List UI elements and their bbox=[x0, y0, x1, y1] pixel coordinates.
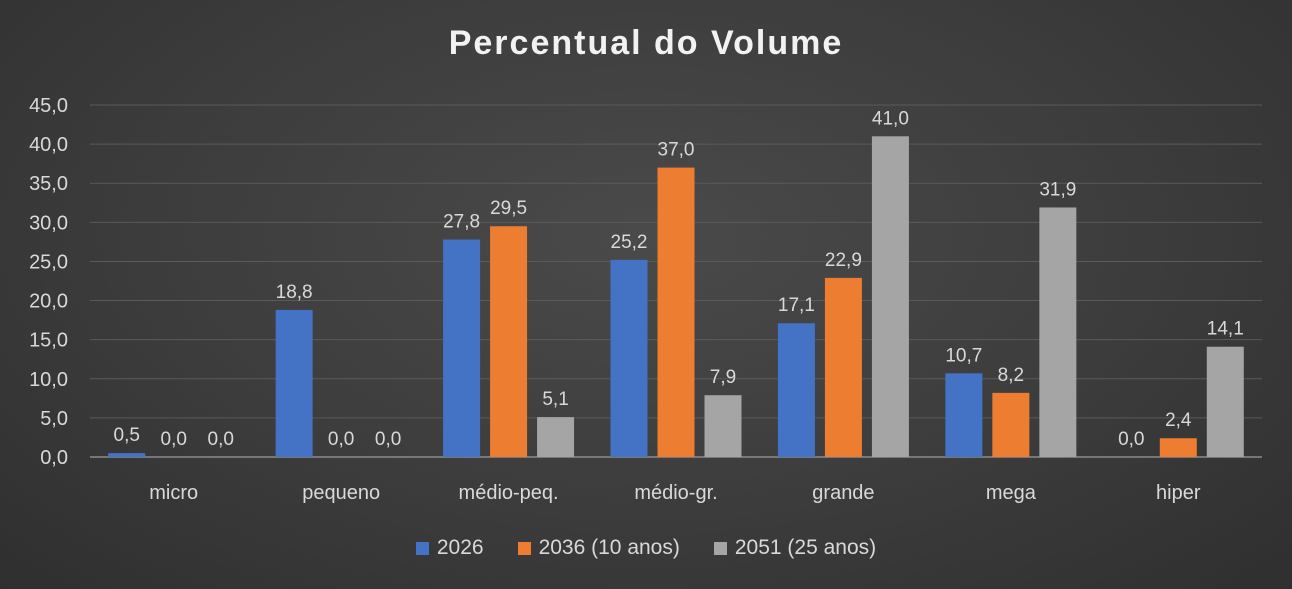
y-tick-label: 30,0 bbox=[29, 212, 68, 234]
data-label: 10,7 bbox=[945, 345, 982, 366]
y-tick-label: 45,0 bbox=[29, 95, 68, 117]
y-tick-label: 0,0 bbox=[40, 447, 68, 469]
data-label: 7,9 bbox=[710, 367, 736, 388]
y-tick-label: 10,0 bbox=[29, 369, 68, 391]
legend-item: 2051 (25 anos) bbox=[713, 536, 877, 560]
bar bbox=[1039, 207, 1077, 457]
data-label: 0,0 bbox=[208, 429, 234, 450]
data-label: 25,2 bbox=[611, 232, 648, 253]
data-label: 22,9 bbox=[825, 250, 862, 271]
legend-item: 2026 bbox=[415, 536, 484, 560]
data-label: 37,0 bbox=[658, 140, 695, 161]
data-label: 2,4 bbox=[1165, 410, 1192, 431]
legend-label: 2036 (10 anos) bbox=[538, 536, 680, 559]
bar bbox=[610, 259, 648, 457]
bar bbox=[657, 167, 695, 458]
legend-swatch bbox=[517, 541, 531, 555]
y-tick-label: 35,0 bbox=[29, 173, 68, 195]
x-tick-label: pequeno bbox=[302, 482, 380, 504]
bar bbox=[537, 417, 575, 457]
x-tick-label: mega bbox=[986, 482, 1037, 504]
bar bbox=[275, 309, 313, 457]
legend-swatch bbox=[415, 541, 429, 555]
data-label: 0,0 bbox=[328, 429, 354, 450]
y-tick-label: 15,0 bbox=[29, 330, 68, 352]
legend-swatch bbox=[713, 541, 727, 555]
bar bbox=[1206, 346, 1244, 457]
data-label: 14,1 bbox=[1207, 319, 1244, 340]
legend: 2026 2036 (10 anos) 2051 (25 anos) bbox=[0, 536, 1292, 560]
bar bbox=[1159, 438, 1197, 457]
legend-label: 2026 bbox=[436, 536, 484, 559]
legend-item: 2036 (10 anos) bbox=[517, 536, 680, 560]
data-label: 27,8 bbox=[443, 212, 480, 233]
bar bbox=[443, 239, 481, 457]
x-tick-label: hiper bbox=[1156, 482, 1201, 504]
data-label: 0,0 bbox=[1118, 429, 1144, 450]
bar bbox=[777, 323, 815, 457]
legend-label: 2051 (25 anos) bbox=[734, 536, 877, 559]
y-tick-label: 5,0 bbox=[40, 408, 68, 430]
data-label: 31,9 bbox=[1039, 179, 1076, 200]
data-label: 29,5 bbox=[490, 198, 527, 219]
bar bbox=[871, 136, 909, 458]
data-label: 17,1 bbox=[778, 295, 815, 316]
data-label: 5,1 bbox=[542, 389, 568, 410]
y-tick-label: 20,0 bbox=[29, 291, 68, 313]
bar bbox=[992, 392, 1030, 457]
x-tick-label: grande bbox=[812, 482, 874, 504]
x-tick-label: micro bbox=[149, 482, 198, 504]
data-label: 0,0 bbox=[375, 429, 401, 450]
data-label: 8,2 bbox=[998, 365, 1024, 386]
x-tick-label: médio-gr. bbox=[634, 482, 717, 504]
y-tick-label: 25,0 bbox=[29, 251, 68, 273]
x-tick-label: médio-peq. bbox=[459, 482, 559, 504]
bar bbox=[945, 373, 983, 457]
data-label: 0,0 bbox=[161, 429, 187, 450]
bar bbox=[704, 395, 742, 457]
bar bbox=[824, 277, 862, 457]
data-label: 0,5 bbox=[114, 425, 140, 446]
bar bbox=[108, 453, 146, 457]
data-label: 18,8 bbox=[276, 282, 313, 303]
data-label: 41,0 bbox=[872, 108, 909, 129]
y-tick-label: 40,0 bbox=[29, 134, 68, 156]
chart-title: Percentual do Volume bbox=[448, 24, 844, 62]
bar bbox=[490, 226, 528, 457]
